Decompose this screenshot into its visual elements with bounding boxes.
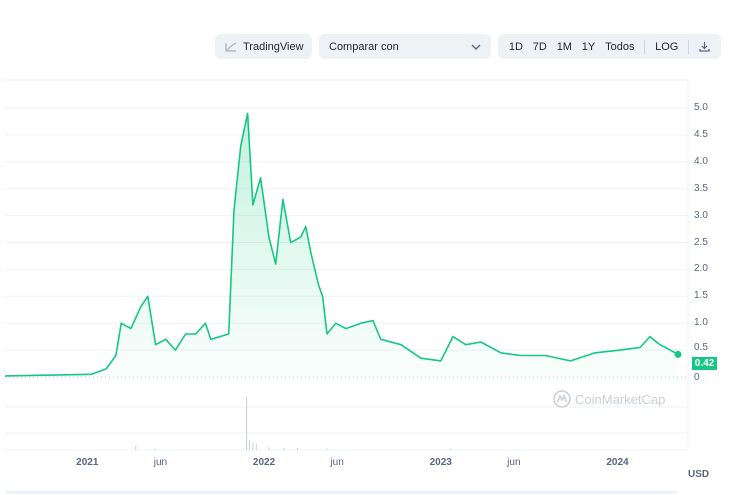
x-tick-label: 2021: [76, 457, 99, 468]
y-tick-label: 0: [694, 372, 700, 383]
chevron-down-icon: [471, 44, 481, 50]
y-tick-label: 3.5: [694, 182, 708, 194]
x-tick-label: 2023: [429, 457, 452, 468]
y-tick-label: 2.0: [694, 263, 708, 275]
log-toggle[interactable]: LOG: [655, 40, 679, 53]
x-tick-label: jun: [153, 457, 168, 468]
price-area: [5, 113, 678, 378]
range-1m[interactable]: 1M: [556, 40, 572, 53]
y-tick-label: 4.0: [694, 155, 708, 167]
y-tick-label: 1.5: [694, 290, 708, 302]
range-navigator[interactable]: [5, 491, 677, 494]
chart-line-icon: [225, 41, 237, 52]
price-line: [4, 112, 679, 377]
x-tick-label: 2024: [606, 457, 629, 468]
volume-bar: [246, 397, 248, 450]
range-selector: 1D 7D 1M 1Y Todos LOG: [498, 34, 721, 59]
current-price-dot: [674, 350, 682, 358]
coinmarketcap-watermark: CoinMarketCap: [553, 390, 665, 408]
y-tick-label: 0.5: [694, 342, 708, 354]
download-icon[interactable]: [699, 41, 710, 52]
y-tick-label: 1.0: [694, 317, 708, 329]
coinmarketcap-logo-icon: [553, 390, 571, 408]
volume-bar: [326, 448, 328, 450]
divider: [688, 39, 690, 54]
volume-bar: [252, 442, 254, 450]
divider: [644, 39, 646, 54]
range-7d[interactable]: 7D: [532, 40, 547, 53]
tradingview-label: TradingView: [243, 40, 304, 53]
x-tick-label: jun: [330, 457, 344, 468]
volume-bar: [135, 445, 137, 450]
range-1y[interactable]: 1Y: [581, 40, 596, 53]
compare-dropdown[interactable]: Comparar con: [319, 34, 491, 59]
volume-bar: [154, 448, 156, 450]
watermark-text: CoinMarketCap: [575, 391, 666, 407]
tradingview-button[interactable]: TradingView: [215, 34, 312, 59]
range-1d[interactable]: 1D: [508, 40, 523, 53]
x-tick-label: jun: [507, 457, 521, 468]
volume-bar: [249, 440, 251, 450]
x-tick-label: 2022: [252, 457, 276, 468]
range-all[interactable]: Todos: [605, 40, 635, 53]
y-tick-label: 5.0: [694, 102, 708, 113]
current-price-badge: 0.42: [692, 357, 717, 370]
y-tick-label: 2.5: [694, 236, 708, 248]
currency-label: USD: [688, 469, 710, 480]
volume-bar: [449, 448, 451, 450]
volume-bar: [255, 443, 257, 450]
volume-bar: [283, 447, 285, 450]
y-tick-label: 3.0: [694, 209, 708, 221]
volume-bar: [268, 447, 270, 450]
compare-label: Comparar con: [329, 40, 399, 53]
volume-bar: [296, 447, 298, 450]
y-tick-label: 4.5: [694, 128, 708, 140]
